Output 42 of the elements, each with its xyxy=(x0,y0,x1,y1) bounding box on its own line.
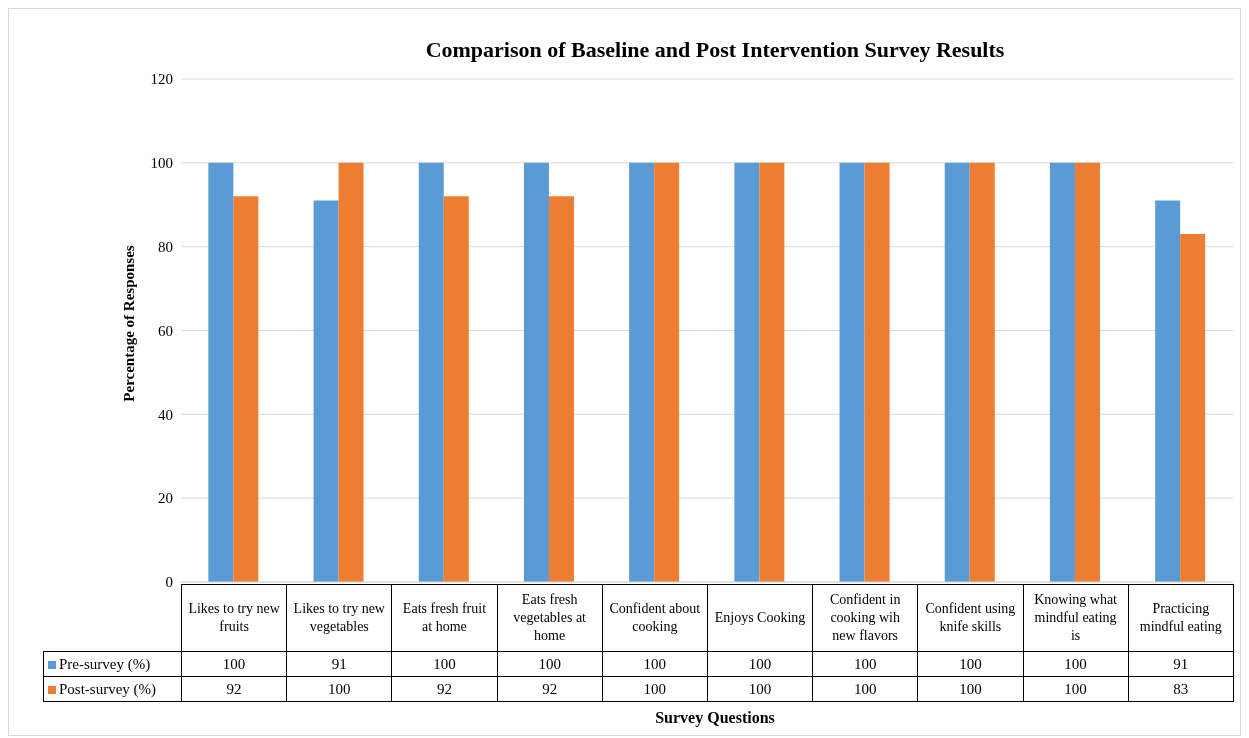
x-tick-label: Confident using knife skills xyxy=(917,584,1023,652)
x-tick-label: Knowing what mindful eating is xyxy=(1023,584,1129,652)
data-label: 91 xyxy=(286,651,392,677)
data-label: 91 xyxy=(1128,651,1234,677)
x-tick-label: Enjoys Cooking xyxy=(707,584,813,652)
y-tick-label: 80 xyxy=(158,238,173,255)
data-label: 100 xyxy=(602,676,708,702)
data-label: 92 xyxy=(497,676,603,702)
data-label: 100 xyxy=(286,676,392,702)
data-label: 100 xyxy=(181,651,287,677)
x-tick-label: Eats fresh vegetables at home xyxy=(497,584,603,652)
legend-label: Pre-survey (%) xyxy=(43,651,182,677)
x-tick-label: Practicing mindful eating xyxy=(1128,584,1234,652)
y-tick-label: 40 xyxy=(158,406,173,423)
x-tick-label: Confident in cooking wih new flavors xyxy=(812,584,918,652)
x-axis-title: Survey Questions xyxy=(654,709,776,727)
data-label: 100 xyxy=(917,676,1023,702)
data-label: 100 xyxy=(391,651,498,677)
data-label: 100 xyxy=(917,651,1023,677)
x-tick-label: Eats fresh fruit at home xyxy=(391,584,498,652)
data-label: 100 xyxy=(812,676,918,702)
data-label: 92 xyxy=(391,676,498,702)
y-tick-label: 0 xyxy=(165,574,173,591)
legend-label: Post-survey (%) xyxy=(43,676,182,702)
data-label: 83 xyxy=(1128,676,1234,702)
data-label: 100 xyxy=(1023,676,1129,702)
y-tick-label: 100 xyxy=(150,155,173,172)
y-tick-label: 60 xyxy=(158,322,173,339)
x-tick-label: Likes to try new vegetables xyxy=(286,584,392,652)
data-label: 100 xyxy=(497,651,603,677)
chart-title: Comparison of Baseline and Post Intervention Survey Results xyxy=(424,37,1006,63)
x-tick-label: Likes to try new fruits xyxy=(181,584,287,652)
data-label: 100 xyxy=(707,676,813,702)
data-label: 100 xyxy=(1023,651,1129,677)
data-label: 100 xyxy=(812,651,918,677)
data-label: 92 xyxy=(181,676,287,702)
data-label: 100 xyxy=(602,651,708,677)
x-tick-label: Confident about cooking xyxy=(602,584,708,652)
y-tick-label: 20 xyxy=(158,490,173,507)
y-axis-title: Percentage of Responses xyxy=(120,244,138,404)
data-label: 100 xyxy=(707,651,813,677)
y-tick-label: 120 xyxy=(150,71,173,88)
